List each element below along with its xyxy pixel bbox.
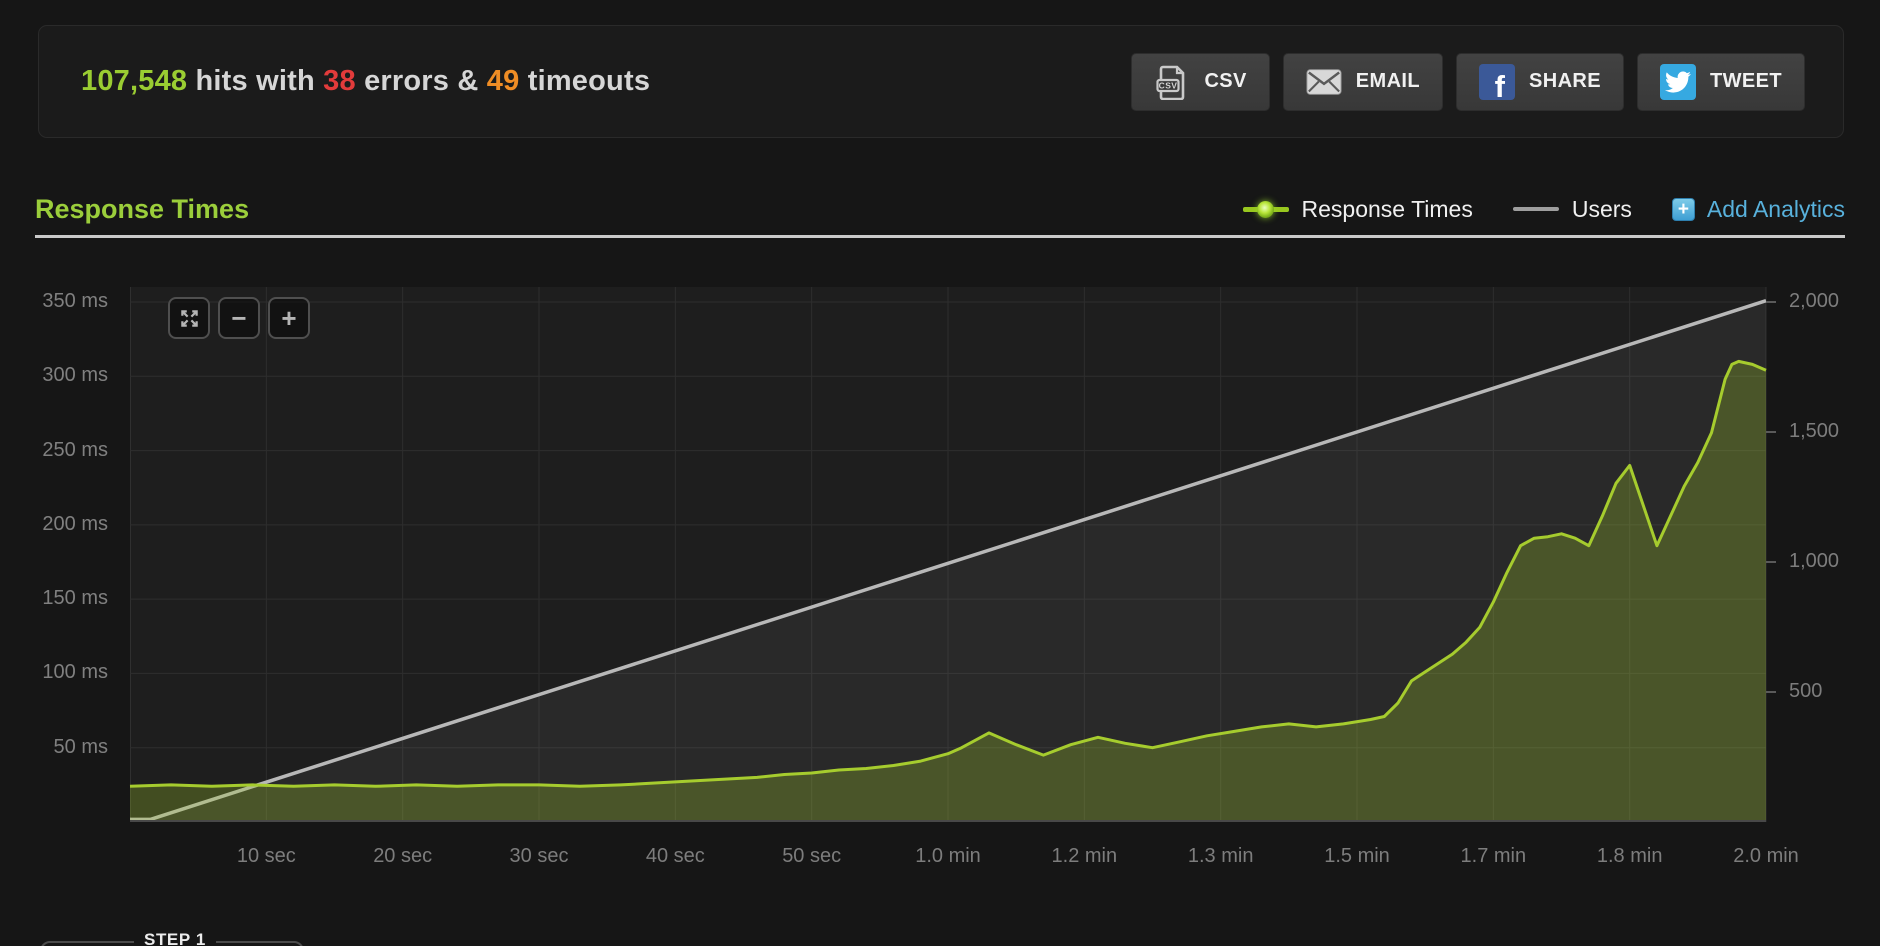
x-axis-label: 1.0 min [915,845,981,867]
y-axis-right-label: 1,500 [1789,420,1840,442]
tweet-button-label: TWEET [1710,70,1782,92]
separator-line [35,235,1845,238]
share-button-label: SHARE [1528,70,1601,92]
errors-count: 38 [323,65,356,97]
share-button[interactable]: f SHARE [1455,52,1624,111]
y-axis-left-label: 150 ms [42,587,108,610]
x-axis-label: 1.7 min [1460,845,1527,867]
y-axis-left-label: 300 ms [42,364,108,387]
email-button[interactable]: EMAIL [1282,52,1443,111]
y-axis-left-label: 100 ms [42,661,108,684]
hits-summary: 107,548 hits with 38 errors & 49 timeout… [81,65,650,98]
legend-users-label: Users [1571,195,1632,222]
x-axis-label: 50 sec [782,845,842,867]
hits-text: hits with [187,65,324,97]
x-axis-label: 1.8 min [1596,845,1663,867]
envelope-icon [1306,64,1342,100]
timeouts-count: 49 [486,65,520,97]
page-title: Response Times [35,193,250,224]
add-plus-icon: + [1671,197,1695,221]
x-axis-label: 1.3 min [1187,845,1254,867]
csv-file-icon: CSV [1154,64,1190,100]
facebook-icon: f [1478,63,1515,100]
response-times-marker-icon [1242,200,1289,218]
csv-button-label: CSV [1204,70,1247,92]
errors-text: errors & [355,65,487,97]
chart-zoom-controls: − + [168,297,310,339]
fullscreen-button[interactable] [168,297,210,339]
zoom-in-button[interactable]: + [268,297,310,339]
legend-response-times-label: Response Times [1301,195,1473,222]
response-times-chart-plot[interactable]: − + [129,287,1776,822]
x-axis-label: 30 sec [509,845,569,867]
email-button-label: EMAIL [1355,70,1420,92]
y-axis-left-label: 200 ms [42,512,108,535]
step-1-label: STEP 1 [134,930,216,946]
step-1-panel: STEP 1 [40,930,304,946]
share-toolbar: CSV CSV EMAIL f SHARE [1131,52,1805,111]
y-axis-left-label: 250 ms [42,438,108,461]
summary-panel: 107,548 hits with 38 errors & 49 timeout… [38,25,1844,138]
svg-text:CSV: CSV [1159,80,1178,90]
timeouts-text: timeouts [519,65,651,97]
x-axis-label: 10 sec [236,845,296,867]
x-axis-label: 20 sec [373,845,433,867]
y-axis-right-label: 1,000 [1789,550,1840,572]
users-marker-icon [1512,207,1559,211]
y-axis-left-label: 350 ms [42,290,108,312]
twitter-bird-icon [1660,63,1696,100]
legend-users[interactable]: Users [1512,195,1632,223]
y-axis-right-label: 2,000 [1789,290,1840,312]
y-axis-left-label: 50 ms [53,735,108,758]
x-axis-label: 40 sec [645,845,705,867]
hits-count: 107,548 [81,65,188,97]
add-analytics-link[interactable]: + Add Analytics [1671,195,1845,223]
chart-legend: Response Times Users + Add Analytics [1242,195,1845,223]
zoom-out-button[interactable]: − [218,297,260,339]
tweet-button[interactable]: TWEET [1637,52,1805,111]
x-axis-label: 2.0 min [1733,845,1799,867]
legend-response-times[interactable]: Response Times [1242,195,1473,223]
x-axis-label: 1.2 min [1051,845,1118,867]
x-axis-label: 1.5 min [1324,845,1390,867]
chart-canvas [129,287,1776,822]
add-analytics-label: Add Analytics [1706,195,1845,222]
csv-button[interactable]: CSV CSV [1131,52,1270,111]
y-axis-right-label: 500 [1789,680,1823,702]
